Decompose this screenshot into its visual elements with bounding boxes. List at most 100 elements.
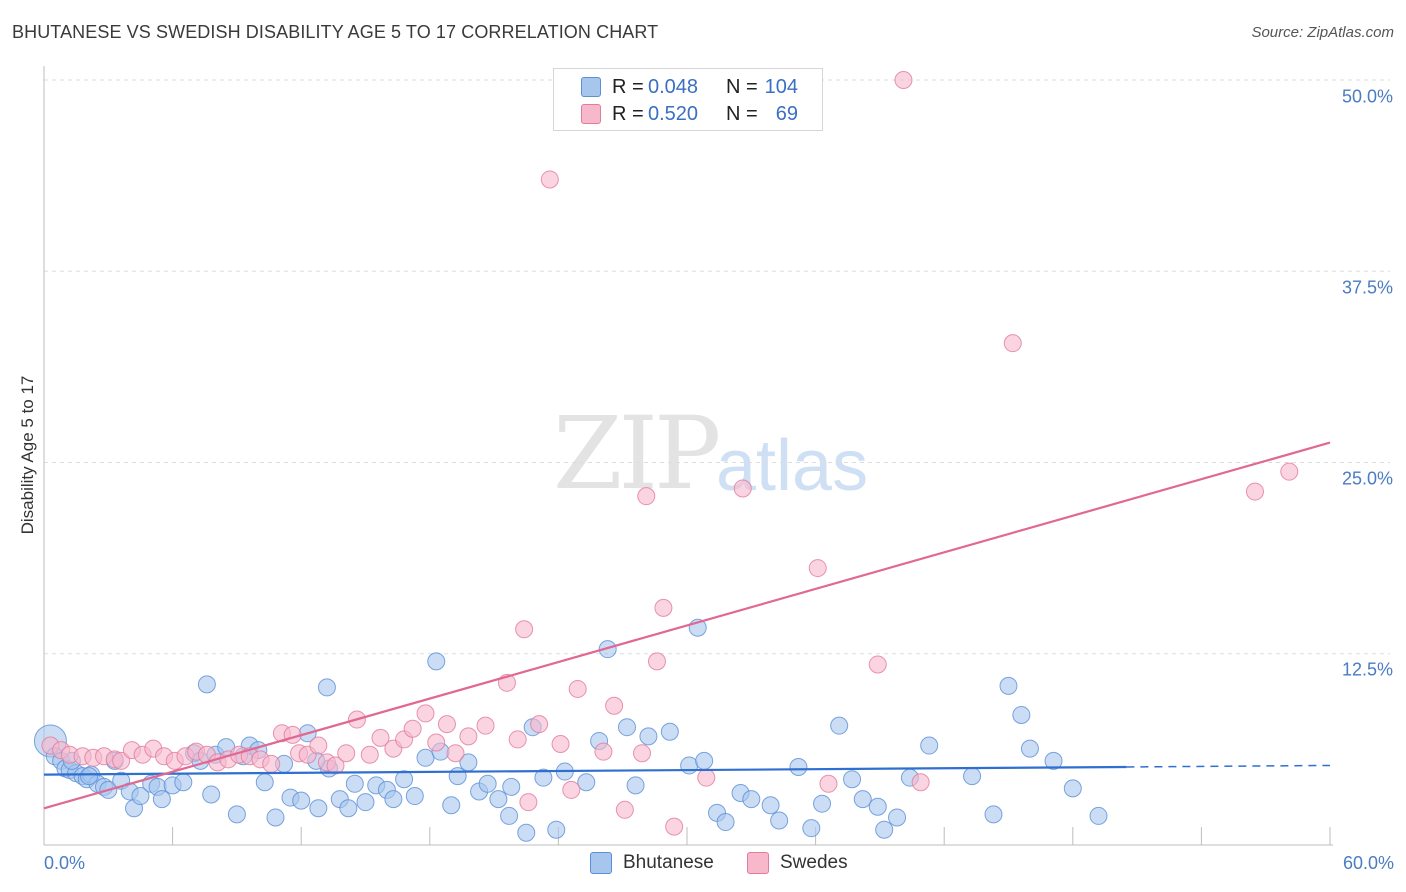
legend-swatch-pink	[581, 104, 601, 124]
legend-label: Swedes	[780, 852, 848, 873]
swedes-point	[437, 715, 456, 734]
bhutanese-point	[478, 774, 497, 793]
bhutanese-point	[80, 767, 99, 786]
swedes-point	[1245, 482, 1264, 501]
swedes-point	[808, 559, 827, 578]
swedes-point	[476, 716, 495, 735]
x-tick-label-min: 0.0%	[44, 853, 86, 873]
watermark-zip: ZIP	[553, 395, 721, 512]
swedes-point	[647, 652, 666, 671]
swedes-point	[562, 780, 581, 799]
x-tick-label-max: 60.0%	[1342, 853, 1394, 873]
bhutanese-point	[405, 787, 424, 806]
swedes-point	[551, 735, 570, 754]
bhutanese-point	[598, 640, 617, 659]
stats-legend: R = 0.048 N = 104 R = 0.520 N = 69	[553, 68, 823, 131]
swedes-point	[632, 744, 651, 763]
bhutanese-point	[695, 751, 714, 770]
bhutanese-point	[963, 767, 982, 786]
swedes-point	[112, 751, 131, 770]
swedes-point	[371, 728, 390, 747]
bhutanese-point	[1044, 751, 1063, 770]
bhutanese-point	[853, 790, 872, 809]
swedes-point	[637, 487, 656, 506]
legend-n-value: 104	[764, 75, 798, 98]
bhutanese-point	[416, 748, 435, 767]
swedes-point	[508, 730, 527, 749]
swedes-point	[665, 817, 684, 836]
bhutanese-point	[227, 805, 246, 824]
swedes-point	[594, 742, 613, 761]
bhutanese-point	[384, 790, 403, 809]
swedes-point	[868, 655, 887, 674]
bhutanese-point	[448, 767, 467, 786]
y-tick-label: 25.0%	[1341, 468, 1393, 489]
legend-r-label: R =	[612, 75, 644, 98]
bhutanese-point	[1020, 739, 1039, 758]
swedes-point	[605, 696, 624, 715]
swedes-point	[519, 793, 538, 812]
bhutanese-point	[1089, 806, 1108, 825]
swedes-point	[1280, 462, 1299, 481]
swedes-point	[416, 704, 435, 723]
bhutanese-point	[660, 722, 679, 741]
legend-n-value: 69	[775, 102, 798, 125]
bhutanese-point	[502, 777, 521, 796]
bhutanese-point	[292, 791, 311, 810]
legend-label: Bhutanese	[623, 852, 714, 873]
bhutanese-point	[152, 790, 171, 809]
bhutanese-point	[888, 808, 907, 827]
bhutanese-point	[577, 773, 596, 792]
y-axis-label: Disability Age 5 to 17	[18, 375, 37, 535]
swedes-point	[733, 479, 752, 498]
bhutanese-point	[639, 727, 658, 746]
y-tick-label: 12.5%	[1341, 659, 1393, 680]
bottom-legend-swedes[interactable]: Swedes	[747, 852, 848, 874]
bhutanese-point	[317, 678, 336, 697]
bhutanese-point	[716, 813, 735, 832]
legend-n-label: N =	[726, 75, 758, 98]
bhutanese-point	[920, 736, 939, 755]
swedes-point	[360, 745, 379, 764]
legend-n-label: N =	[726, 102, 758, 125]
bhutanese-point	[517, 823, 536, 842]
bhutanese-point	[813, 794, 832, 813]
bhutanese-point	[339, 799, 358, 818]
bhutanese-point	[761, 796, 780, 815]
legend-swatch-pink	[747, 852, 769, 874]
bhutanese-point	[356, 793, 375, 812]
bhutanese-point	[309, 799, 328, 818]
bhutanese-point	[999, 676, 1018, 695]
bhutanese-point	[427, 652, 446, 671]
swedes-point	[894, 71, 913, 89]
swedes-point	[515, 620, 534, 639]
bhutanese-point	[626, 776, 645, 795]
swedes-point	[427, 733, 446, 752]
bhutanese-point	[534, 768, 553, 787]
swedes-point	[326, 756, 345, 775]
bhutanese-point	[255, 773, 274, 792]
swedes-point	[697, 768, 716, 787]
y-tick-label: 37.5%	[1341, 277, 1393, 298]
bhutanese-point	[202, 785, 221, 804]
bhutanese-point	[770, 811, 789, 830]
bhutanese-point	[984, 805, 1003, 824]
bhutanese-point	[843, 770, 862, 789]
swedes-point	[530, 715, 549, 734]
swedes-point	[262, 754, 281, 773]
bhutanese-point	[197, 675, 216, 694]
swedes-point	[540, 170, 559, 189]
legend-r-value: 0.520	[648, 102, 699, 125]
bhutanese-point	[1012, 705, 1031, 724]
swedes-point	[446, 744, 465, 763]
legend-r-value: 0.048	[648, 75, 699, 98]
bhutanese-point	[1063, 779, 1082, 798]
bhutanese-point	[174, 773, 193, 792]
bottom-legend-bhutanese[interactable]: Bhutanese	[590, 852, 714, 874]
bhutanese-point	[742, 790, 761, 809]
swedes-point	[459, 727, 478, 746]
swedes-point	[403, 719, 422, 738]
bhutanese-point	[395, 770, 414, 789]
bhutanese-point	[345, 774, 364, 793]
